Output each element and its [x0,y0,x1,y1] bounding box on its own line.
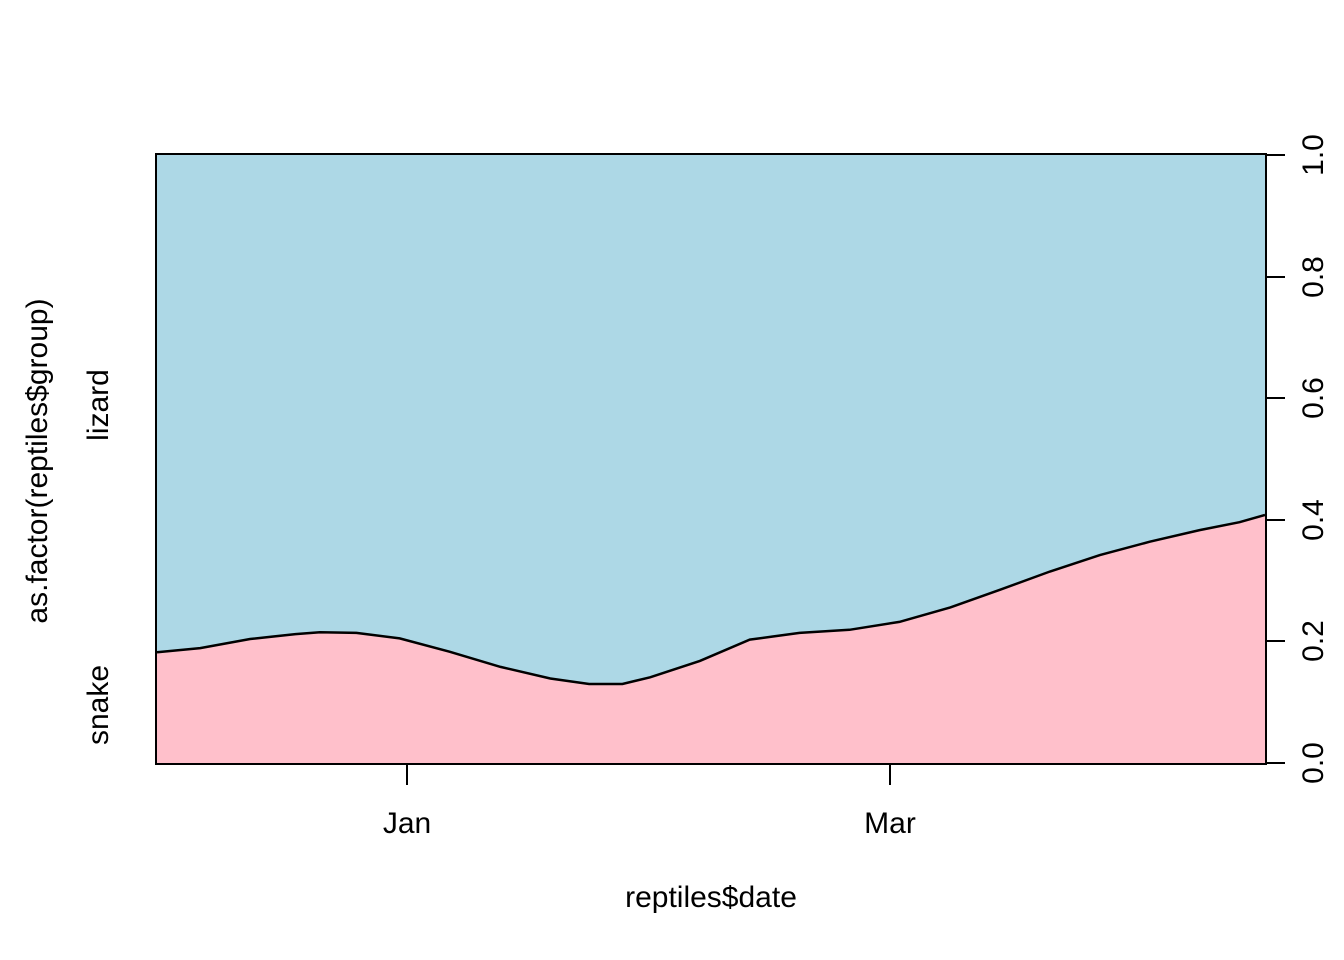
y-tick-0.0 [1267,762,1285,764]
y-tick-0.6 [1267,397,1285,399]
plot-area [155,153,1267,765]
y-tick-0.2 [1267,640,1285,642]
y-axis-title: as.factor(reptiles$group) [21,298,54,624]
y-tick-label-0.6: 0.6 [1297,377,1330,419]
x-tick-label-jan: Jan [382,807,432,840]
y-tick-label-0.0: 0.0 [1297,742,1330,784]
y-tick-label-0.4: 0.4 [1297,499,1330,541]
y-tick-label-1.0: 1.0 [1297,134,1330,176]
y-tick-0.8 [1267,276,1285,278]
x-tick-jan [406,765,408,785]
snake-area [157,514,1265,763]
y-tick-label-0.8: 0.8 [1297,256,1330,298]
x-tick-mar [889,765,891,785]
x-axis-title: reptiles$date [625,881,797,914]
y-tick-0.4 [1267,519,1285,521]
x-tick-label-mar: Mar [864,807,916,840]
boundary-curve [157,513,1265,686]
plot-canvas [157,155,1265,763]
y-tick-1.0 [1267,154,1285,156]
y-category-label-lizard: lizard [82,369,115,441]
y-category-label-snake: snake [82,664,115,746]
y-tick-label-0.2: 0.2 [1297,620,1330,662]
